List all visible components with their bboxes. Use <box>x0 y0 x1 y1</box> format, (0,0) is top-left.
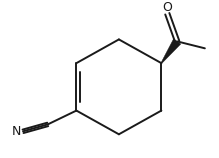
Text: O: O <box>162 1 172 14</box>
Polygon shape <box>161 39 181 63</box>
Text: N: N <box>11 125 21 138</box>
